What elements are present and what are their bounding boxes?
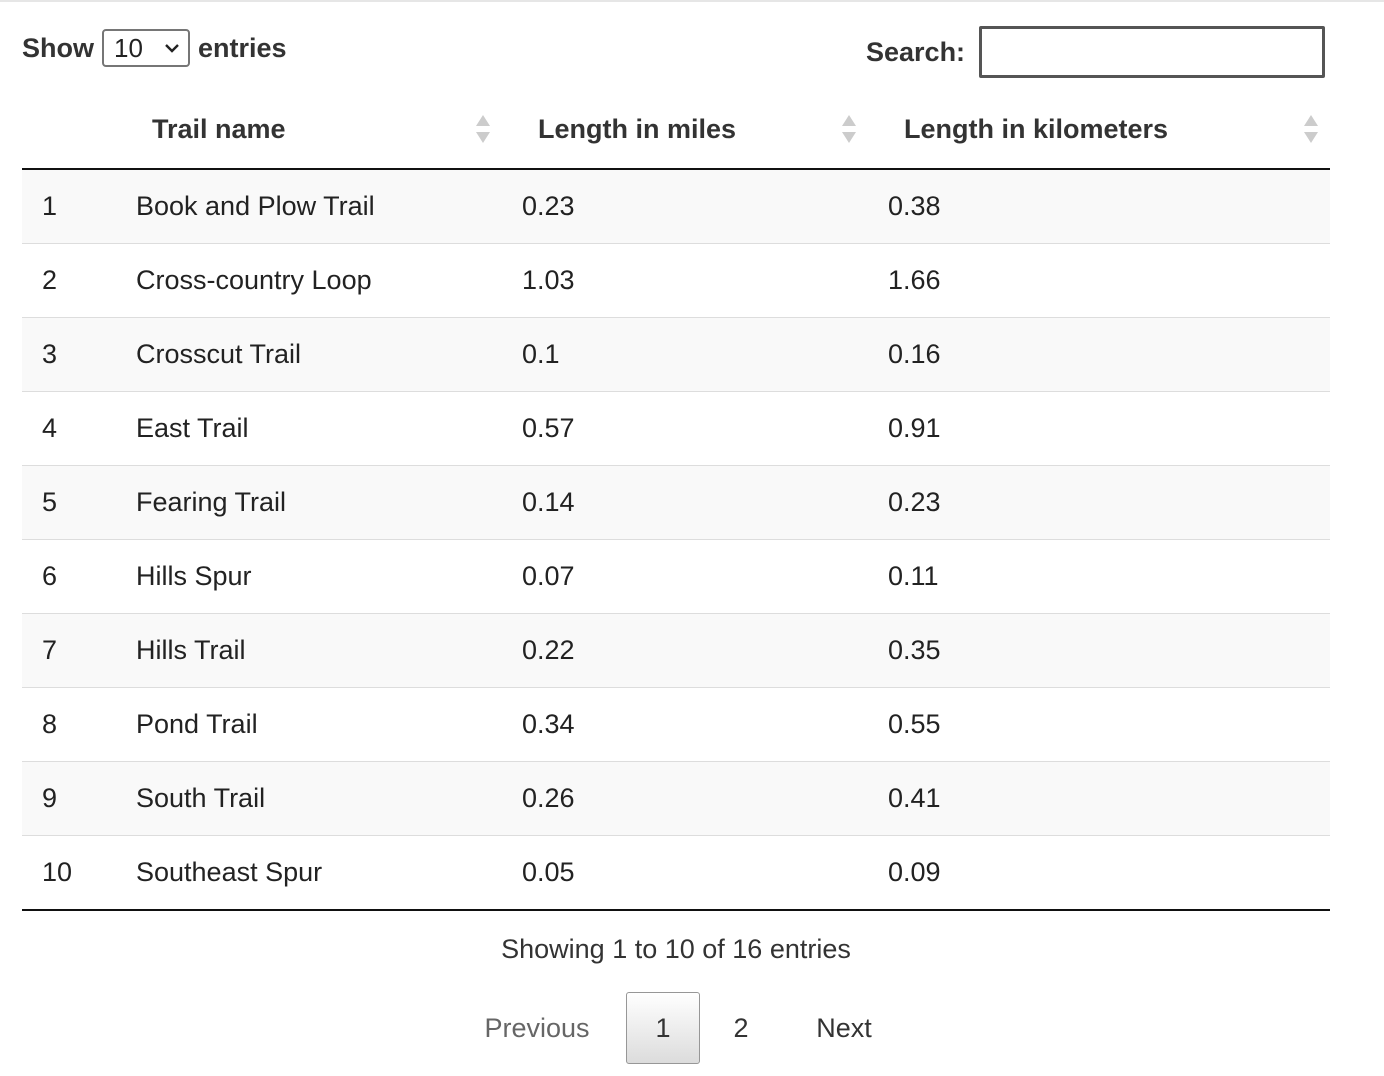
entries-label: entries [198, 32, 287, 63]
km-cell: 0.35 [888, 635, 941, 665]
table-row: 7 Hills Trail 0.22 0.35 [22, 614, 1330, 688]
miles-cell: 0.07 [522, 561, 575, 591]
miles-cell: 0.26 [522, 783, 575, 813]
table-row: 8 Pond Trail 0.34 0.55 [22, 688, 1330, 762]
km-cell: 0.11 [888, 561, 939, 591]
miles-cell: 0.1 [522, 339, 560, 369]
sort-icon[interactable] [475, 113, 491, 145]
sort-icon[interactable] [1303, 113, 1319, 145]
row-index: 6 [42, 561, 58, 591]
trail-name-cell: Hills Trail [136, 635, 246, 665]
trail-name-cell: Cross-country Loop [136, 265, 372, 295]
trail-name-cell: Southeast Spur [136, 857, 323, 887]
row-index: 10 [42, 857, 73, 887]
km-cell: 0.09 [888, 857, 941, 887]
column-header-label: Length in miles [538, 113, 737, 144]
row-index: 4 [42, 413, 58, 443]
sort-icon[interactable] [841, 113, 857, 145]
next-page-button[interactable]: Next [816, 1012, 872, 1043]
trail-name-cell: Book and Plow Trail [136, 191, 375, 221]
trail-name-cell: Fearing Trail [136, 487, 287, 517]
trail-name-cell: Pond Trail [136, 709, 258, 739]
top-border [0, 0, 1384, 2]
table-row: 10 Southeast Spur 0.05 0.09 [22, 836, 1330, 911]
miles-cell: 0.14 [522, 487, 575, 517]
row-index: 7 [42, 635, 58, 665]
table-row: 6 Hills Spur 0.07 0.11 [22, 540, 1330, 614]
table-row: 9 South Trail 0.26 0.41 [22, 762, 1330, 836]
miles-cell: 0.05 [522, 857, 575, 887]
page-length-control: Show 10 entries [22, 28, 287, 68]
table-row: 5 Fearing Trail 0.14 0.23 [22, 466, 1330, 540]
miles-cell: 0.22 [522, 635, 575, 665]
trail-name-cell: South Trail [136, 783, 266, 813]
page-2-button[interactable]: 2 [733, 1012, 749, 1043]
km-cell: 0.41 [888, 783, 941, 813]
trail-name-cell: Crosscut Trail [136, 339, 302, 369]
column-header-label: Length in kilometers [904, 113, 1169, 144]
miles-cell: 0.34 [522, 709, 575, 739]
km-cell: 0.38 [888, 191, 941, 221]
search-control: Search: [866, 26, 1326, 78]
row-index: 2 [42, 265, 58, 295]
table-row: 1 Book and Plow Trail 0.23 0.38 [22, 170, 1330, 244]
km-cell: 0.55 [888, 709, 941, 739]
column-header-trail-name[interactable]: Trail name [152, 90, 492, 168]
trail-name-cell: East Trail [136, 413, 249, 443]
table-header: Trail name Length in miles Length in kil… [22, 90, 1330, 170]
row-index: 5 [42, 487, 58, 517]
km-cell: 0.23 [888, 487, 941, 517]
miles-cell: 1.03 [522, 265, 575, 295]
page-length-select[interactable]: 10 [102, 29, 190, 67]
column-header-label: Trail name [152, 113, 286, 144]
table-row: 4 East Trail 0.57 0.91 [22, 392, 1330, 466]
page-1-button[interactable]: 1 [626, 992, 700, 1064]
table-row: 3 Crosscut Trail 0.1 0.16 [22, 318, 1330, 392]
column-header-length-miles[interactable]: Length in miles [538, 90, 838, 168]
row-index: 1 [42, 191, 58, 221]
trails-table: Trail name Length in miles Length in kil… [22, 90, 1330, 911]
column-header-index[interactable] [22, 90, 136, 168]
miles-cell: 0.57 [522, 413, 575, 443]
row-index: 3 [42, 339, 58, 369]
table-row: 2 Cross-country Loop 1.03 1.66 [22, 244, 1330, 318]
table-info: Showing 1 to 10 of 16 entries [501, 934, 851, 964]
page-length-value: 10 [114, 32, 143, 63]
column-header-length-km[interactable]: Length in kilometers [904, 90, 1284, 168]
row-index: 9 [42, 783, 58, 813]
search-label: Search: [866, 36, 966, 67]
km-cell: 1.66 [888, 265, 941, 295]
km-cell: 0.91 [888, 413, 941, 443]
pagination: Previous 1 2 Next [0, 992, 1384, 1064]
chevron-down-icon [165, 44, 179, 53]
miles-cell: 0.23 [522, 191, 575, 221]
km-cell: 0.16 [888, 339, 941, 369]
show-label: Show [22, 32, 94, 63]
trail-name-cell: Hills Spur [136, 561, 252, 591]
previous-page-button[interactable]: Previous [484, 1012, 590, 1043]
search-input[interactable] [979, 26, 1326, 78]
row-index: 8 [42, 709, 58, 739]
